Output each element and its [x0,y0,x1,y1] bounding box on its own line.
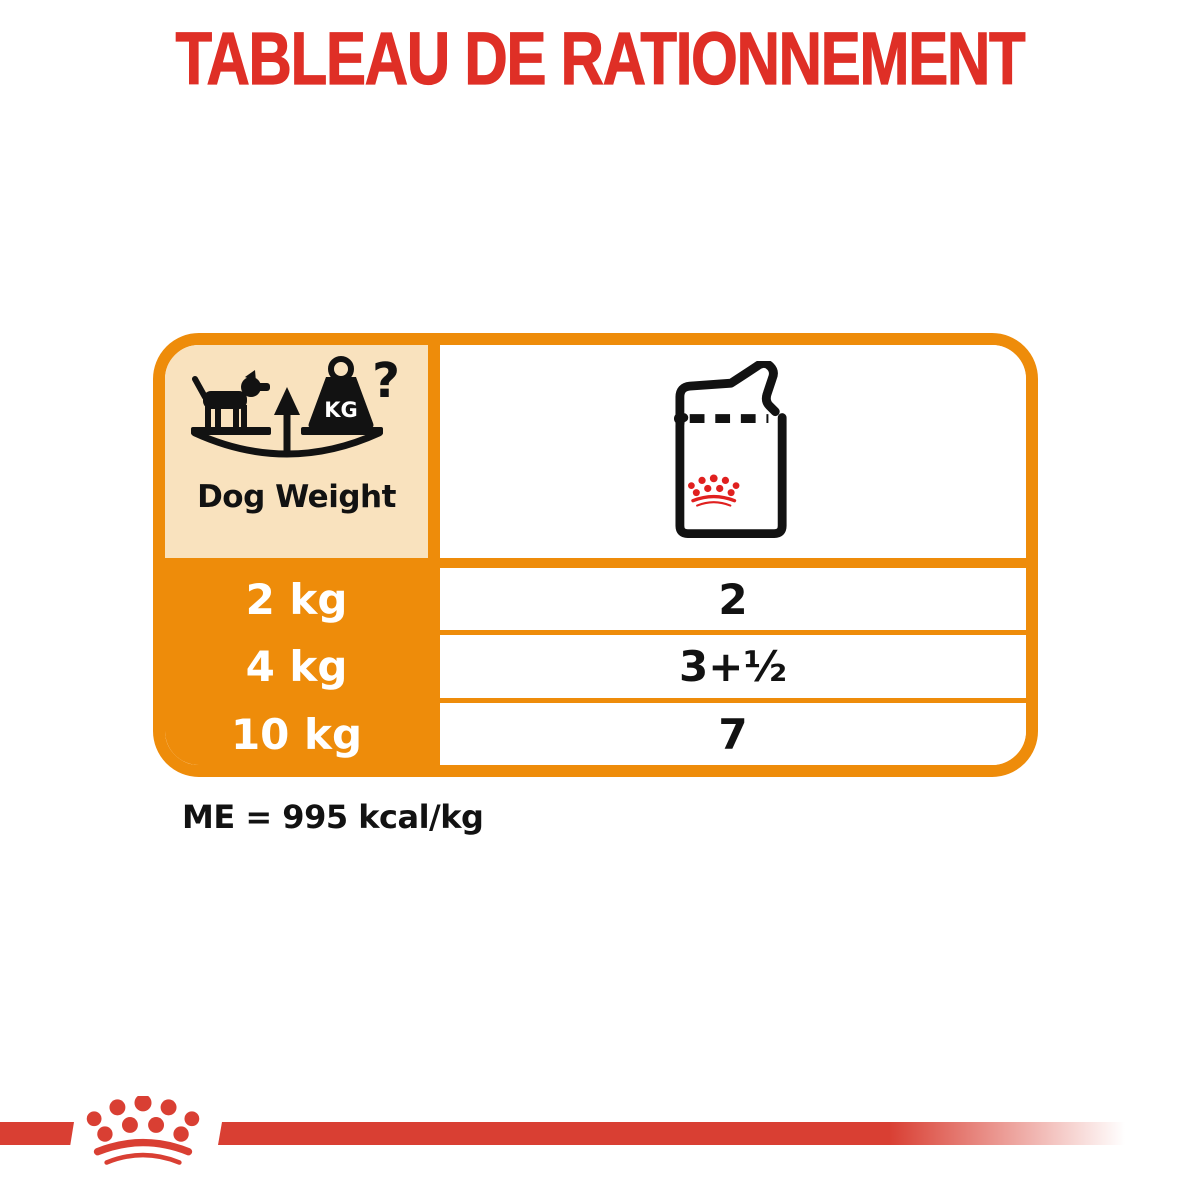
pouches-cell: 3+½ [440,635,1026,698]
metabolizable-energy-note: ME = 995 kcal/kg [182,798,484,836]
pouches-cell: 2 [440,568,1026,630]
row-separator [440,698,1026,703]
weight-cell: 4 kg [245,642,348,691]
dog-weight-scale-icon: KG ? [191,353,400,458]
pouches-cell: 7 [440,703,1026,765]
weight-cell: 2 kg [245,574,348,624]
table-vertical-divider [428,345,440,765]
table-header-dog-weight: KG ? Dog Weight [165,345,428,558]
dog-icon [192,370,270,428]
header-separator [440,558,1026,568]
ration-table: KG ? Dog Weight [153,333,1038,777]
footer-red-bar-left [0,1122,74,1145]
question-mark-icon: ? [372,353,400,409]
kg-weight-icon: KG [308,356,374,428]
weight-cell: 10 kg [230,709,363,759]
kg-label: KG [324,398,358,422]
royal-canin-crown-logo [86,1096,200,1171]
food-pouch-icon [674,361,787,539]
weight-column-background [165,558,428,765]
dog-weight-label: Dog Weight [197,479,396,515]
footer-red-bar-right [218,1122,1125,1145]
table-header-pouch [440,345,1026,558]
page-title: TABLEAU DE RATIONNEMENT [175,17,1026,100]
row-separator [440,630,1026,635]
